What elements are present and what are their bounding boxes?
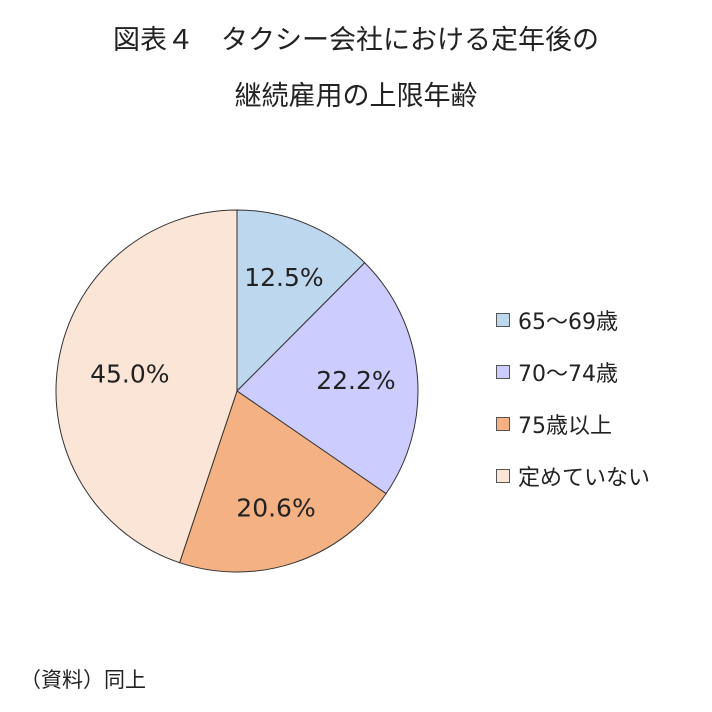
legend-item-65-69: 65～69歳 bbox=[496, 294, 650, 346]
chart-title-line2: 継続雇用の上限年齢 bbox=[234, 81, 478, 112]
legend-item-70-74: 70～74歳 bbox=[496, 346, 650, 398]
legend-label: 定めていない bbox=[518, 466, 651, 491]
legend-swatch bbox=[496, 365, 510, 379]
slice-65-69 bbox=[236, 209, 366, 393]
data-label: 22.2% bbox=[316, 366, 395, 395]
data-label: 12.5% bbox=[244, 263, 323, 292]
slice-70-74 bbox=[236, 262, 419, 495]
chart-title-line1: 図表４ タクシー会社における定年後の bbox=[113, 25, 599, 56]
legend-label: 70～74歳 bbox=[518, 362, 618, 387]
legend-swatch bbox=[496, 313, 510, 327]
legend-swatch bbox=[496, 417, 510, 431]
slice-no-limit bbox=[55, 209, 238, 564]
slice-75-over bbox=[178, 390, 387, 573]
legend-item-no-limit: 定めていない bbox=[496, 450, 650, 502]
source-note: （資料）同上 bbox=[20, 668, 146, 692]
legend: 65～69歳 70～74歳 75歳以上 定めていない bbox=[496, 294, 650, 502]
legend-swatch bbox=[496, 469, 510, 483]
data-label: 45.0% bbox=[90, 360, 169, 389]
data-label: 20.6% bbox=[236, 494, 315, 523]
legend-label: 65～69歳 bbox=[518, 310, 618, 335]
legend-label: 75歳以上 bbox=[518, 414, 612, 439]
legend-item-75-over: 75歳以上 bbox=[496, 398, 650, 450]
